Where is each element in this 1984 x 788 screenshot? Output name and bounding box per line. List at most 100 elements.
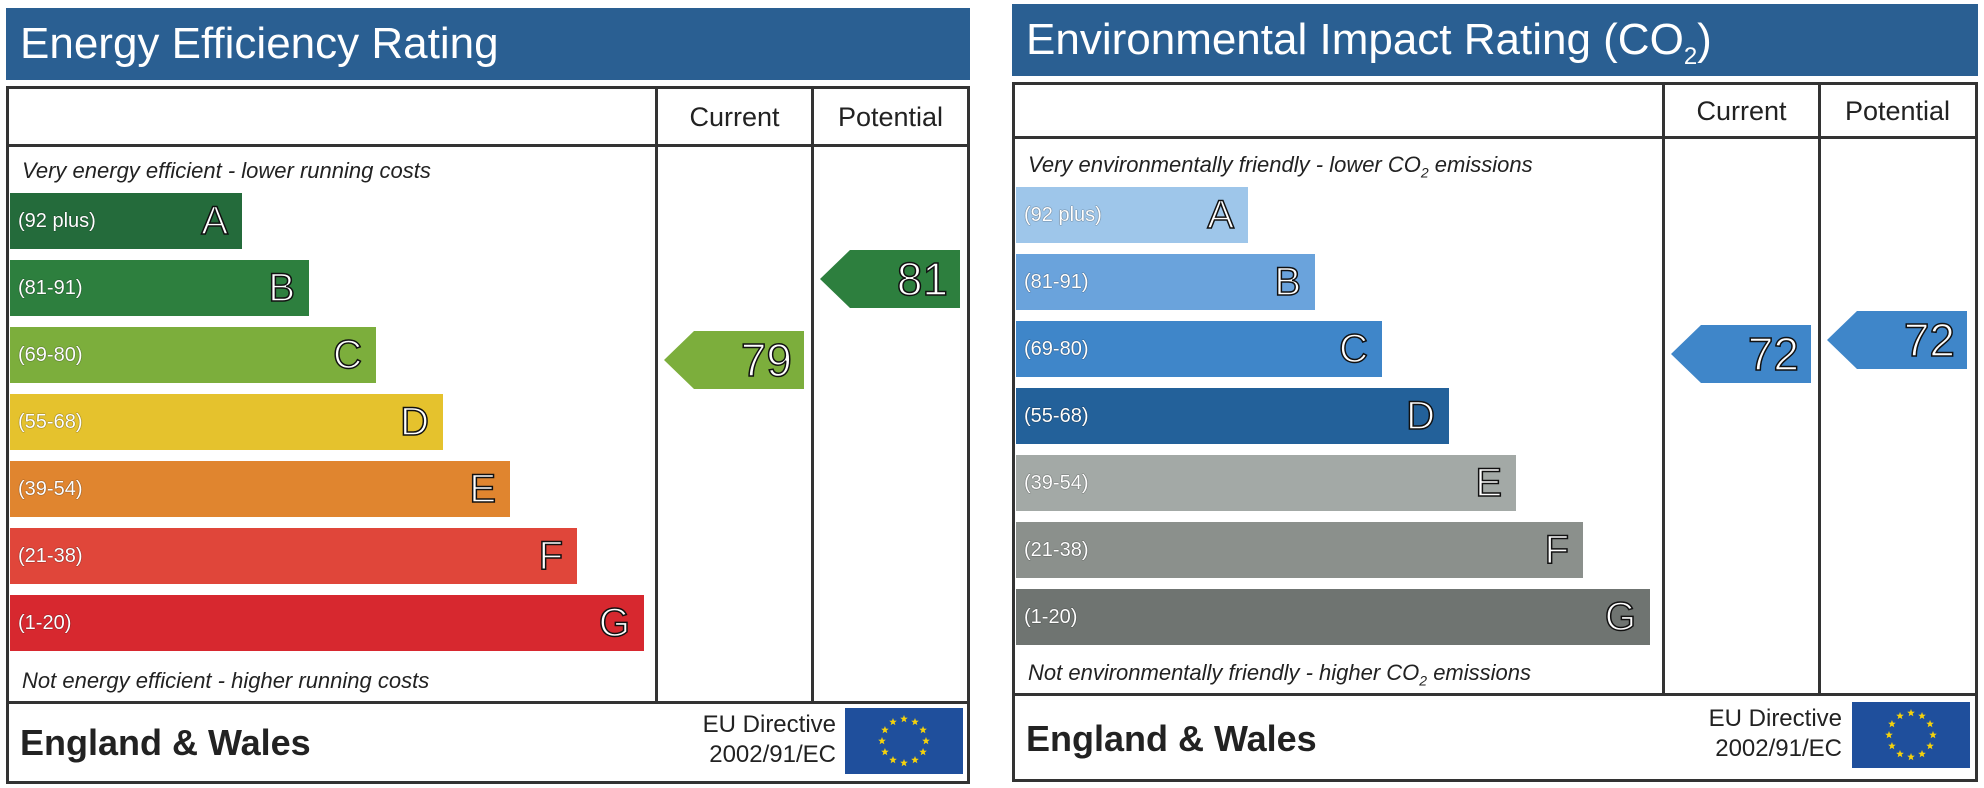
potential-rating-value: 81 (896, 252, 949, 306)
current-rating-value: 79 (740, 333, 793, 387)
star-icon (911, 717, 919, 726)
directive-line-2: 2002/91/EC (1715, 735, 1842, 762)
band-d: (55-68) D (10, 394, 443, 450)
potential-arrow-shape (1827, 311, 1967, 369)
star-icon (1926, 742, 1934, 750)
band-letter-label: D (399, 399, 429, 445)
star-icon (1918, 750, 1926, 758)
footer-divider (1012, 693, 1978, 696)
current-arrow-shape (1671, 325, 1811, 383)
star-icon (878, 737, 886, 745)
band-range-label: (21-38) (1024, 539, 1089, 561)
region-label: England & Wales (1026, 718, 1317, 759)
band-letter-label: G (1604, 594, 1637, 640)
band-f: (21-38) F (1016, 522, 1583, 578)
current-rating-arrow: 72 (1671, 325, 1811, 383)
band-letter-label: B (268, 265, 296, 311)
potential-column-divider (1818, 82, 1821, 696)
star-icon (911, 756, 919, 764)
band-letter-label: C (332, 332, 362, 378)
header-divider (6, 144, 970, 147)
band-range-label: (69-80) (1024, 338, 1089, 360)
header-divider (1012, 136, 1978, 139)
star-icon (922, 737, 930, 745)
star-icon (919, 748, 927, 756)
band-e: (39-54) E (10, 461, 510, 517)
bottom-note: Not environmentally friendly - higher CO… (1028, 660, 1531, 689)
star-icon (1918, 711, 1926, 720)
eu-flag-icon (845, 708, 963, 774)
potential-arrow-polygon (1827, 311, 1967, 369)
potential-header: Potential (837, 102, 944, 132)
band-range-label: (92 plus) (18, 210, 96, 232)
band-range-label: (92 plus) (1024, 204, 1102, 226)
current-column-divider (655, 86, 658, 704)
band-f: (21-38) F (10, 528, 577, 584)
band-a: (92 plus) A (10, 193, 242, 249)
directive-line-1: EU Directive (702, 711, 836, 738)
potential-header: Potential (1844, 96, 1951, 126)
band-range-label: (81-91) (1024, 271, 1089, 293)
current-rating-value: 72 (1747, 327, 1800, 381)
current-arrow-polygon (1671, 325, 1811, 383)
current-rating-arrow: 79 (664, 331, 804, 389)
potential-arrow-shape (820, 250, 960, 308)
star-icon (900, 759, 908, 767)
band-g: (1-20) G (1016, 589, 1650, 645)
chart-title: Environmental Impact Rating (CO2) (1012, 4, 1978, 76)
band-b: (81-91) B (10, 260, 309, 316)
band-letter-label: F (1544, 527, 1570, 573)
band-range-label: (39-54) (1024, 472, 1089, 494)
star-icon (1907, 753, 1915, 761)
band-e: (39-54) E (1016, 455, 1516, 511)
band-c: (69-80) C (10, 327, 376, 383)
eu-stars (1885, 709, 1937, 761)
band-letter-label: A (201, 198, 229, 244)
star-icon (881, 726, 889, 734)
bottom-note: Not energy efficient - higher running co… (22, 668, 430, 693)
potential-column-divider (811, 86, 814, 704)
eu-stars (878, 715, 930, 767)
eu-directive: EU Directive 2002/91/EC (640, 710, 836, 770)
directive-line-1: EU Directive (1708, 705, 1842, 732)
potential-rating-arrow: 72 (1827, 311, 1967, 369)
current-arrow-polygon (664, 331, 804, 389)
band-letter-label: D (1405, 393, 1435, 439)
footer-divider (6, 701, 970, 704)
star-icon (1907, 709, 1915, 717)
star-icon (1896, 711, 1904, 720)
star-icon (900, 715, 908, 723)
band-letter-label: A (1207, 192, 1235, 238)
band-range-label: (21-38) (18, 545, 83, 567)
star-icon (1929, 731, 1937, 739)
current-column-divider (1662, 82, 1665, 696)
star-icon (889, 756, 897, 764)
star-icon (889, 717, 897, 726)
band-letter-label: E (1475, 460, 1503, 506)
top-note: Very energy efficient - lower running co… (22, 158, 431, 183)
band-letter-label: G (598, 600, 631, 646)
band-letter-label: B (1274, 259, 1302, 305)
top-note: Very environmentally friendly - lower CO… (1028, 152, 1533, 181)
potential-rating-arrow: 81 (820, 250, 960, 308)
band-range-label: (69-80) (18, 344, 83, 366)
band-range-label: (39-54) (18, 478, 83, 500)
potential-arrow-polygon (820, 250, 960, 308)
band-a: (92 plus) A (1016, 187, 1248, 243)
chart-title: Energy Efficiency Rating (6, 8, 970, 80)
eu-flag-icon (1852, 702, 1970, 768)
band-range-label: (1-20) (18, 612, 72, 634)
band-b: (81-91) B (1016, 254, 1315, 310)
current-header: Current (689, 102, 780, 132)
star-icon (1896, 750, 1904, 758)
star-icon (919, 726, 927, 734)
band-range-label: (55-68) (18, 411, 83, 433)
eu-directive: EU Directive 2002/91/EC (1646, 704, 1842, 764)
band-range-label: (1-20) (1024, 606, 1078, 628)
band-letter-label: F (538, 533, 564, 579)
star-icon (1926, 720, 1934, 728)
band-c: (69-80) C (1016, 321, 1382, 377)
band-letter-label: E (469, 466, 497, 512)
potential-rating-value: 72 (1903, 313, 1956, 367)
star-icon (1888, 720, 1896, 728)
